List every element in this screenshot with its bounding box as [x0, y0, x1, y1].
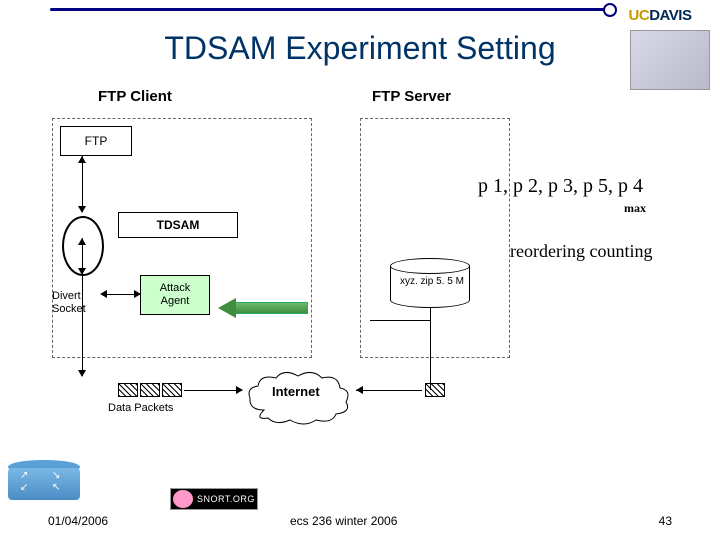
internet-cloud-icon	[244, 370, 354, 428]
green-arrow-icon	[218, 298, 308, 318]
divert-socket-label: Divert Socket	[52, 290, 86, 316]
packet-icon	[162, 383, 182, 397]
title-bar	[50, 8, 610, 24]
tdsam-box: TDSAM	[118, 212, 238, 238]
ftp-box: FTP	[60, 126, 132, 156]
max-label: max	[624, 201, 646, 216]
reorder-label: reordering counting	[510, 241, 652, 262]
footer-course: ecs 236 winter 2006	[290, 514, 397, 528]
footer-page-number: 43	[659, 514, 672, 528]
internet-label: Internet	[272, 384, 320, 399]
slide-title: TDSAM Experiment Setting	[0, 30, 720, 67]
xyz-file-label: xyz. zip 5. 5 M	[400, 276, 464, 287]
server-box	[360, 118, 510, 358]
data-packets-label: Data Packets	[108, 402, 173, 414]
ftp-client-label: FTP Client	[98, 88, 172, 105]
ucdavis-logo: UCDAVIS	[610, 2, 710, 28]
packet-icon	[425, 383, 445, 397]
socket-ellipse	[62, 216, 104, 276]
snort-logo: SNORT.ORG	[170, 488, 258, 510]
packet-sequence: p 1, p 2, p 3, p 5, p 4	[478, 175, 643, 198]
router-icon: ↗ ↘ ↙ ↖	[8, 460, 80, 508]
ftp-server-label: FTP Server	[372, 88, 451, 105]
footer-date: 01/04/2006	[48, 514, 108, 528]
attack-agent-box: Attack Agent	[140, 275, 210, 315]
packet-icon	[140, 383, 160, 397]
packet-icon	[118, 383, 138, 397]
